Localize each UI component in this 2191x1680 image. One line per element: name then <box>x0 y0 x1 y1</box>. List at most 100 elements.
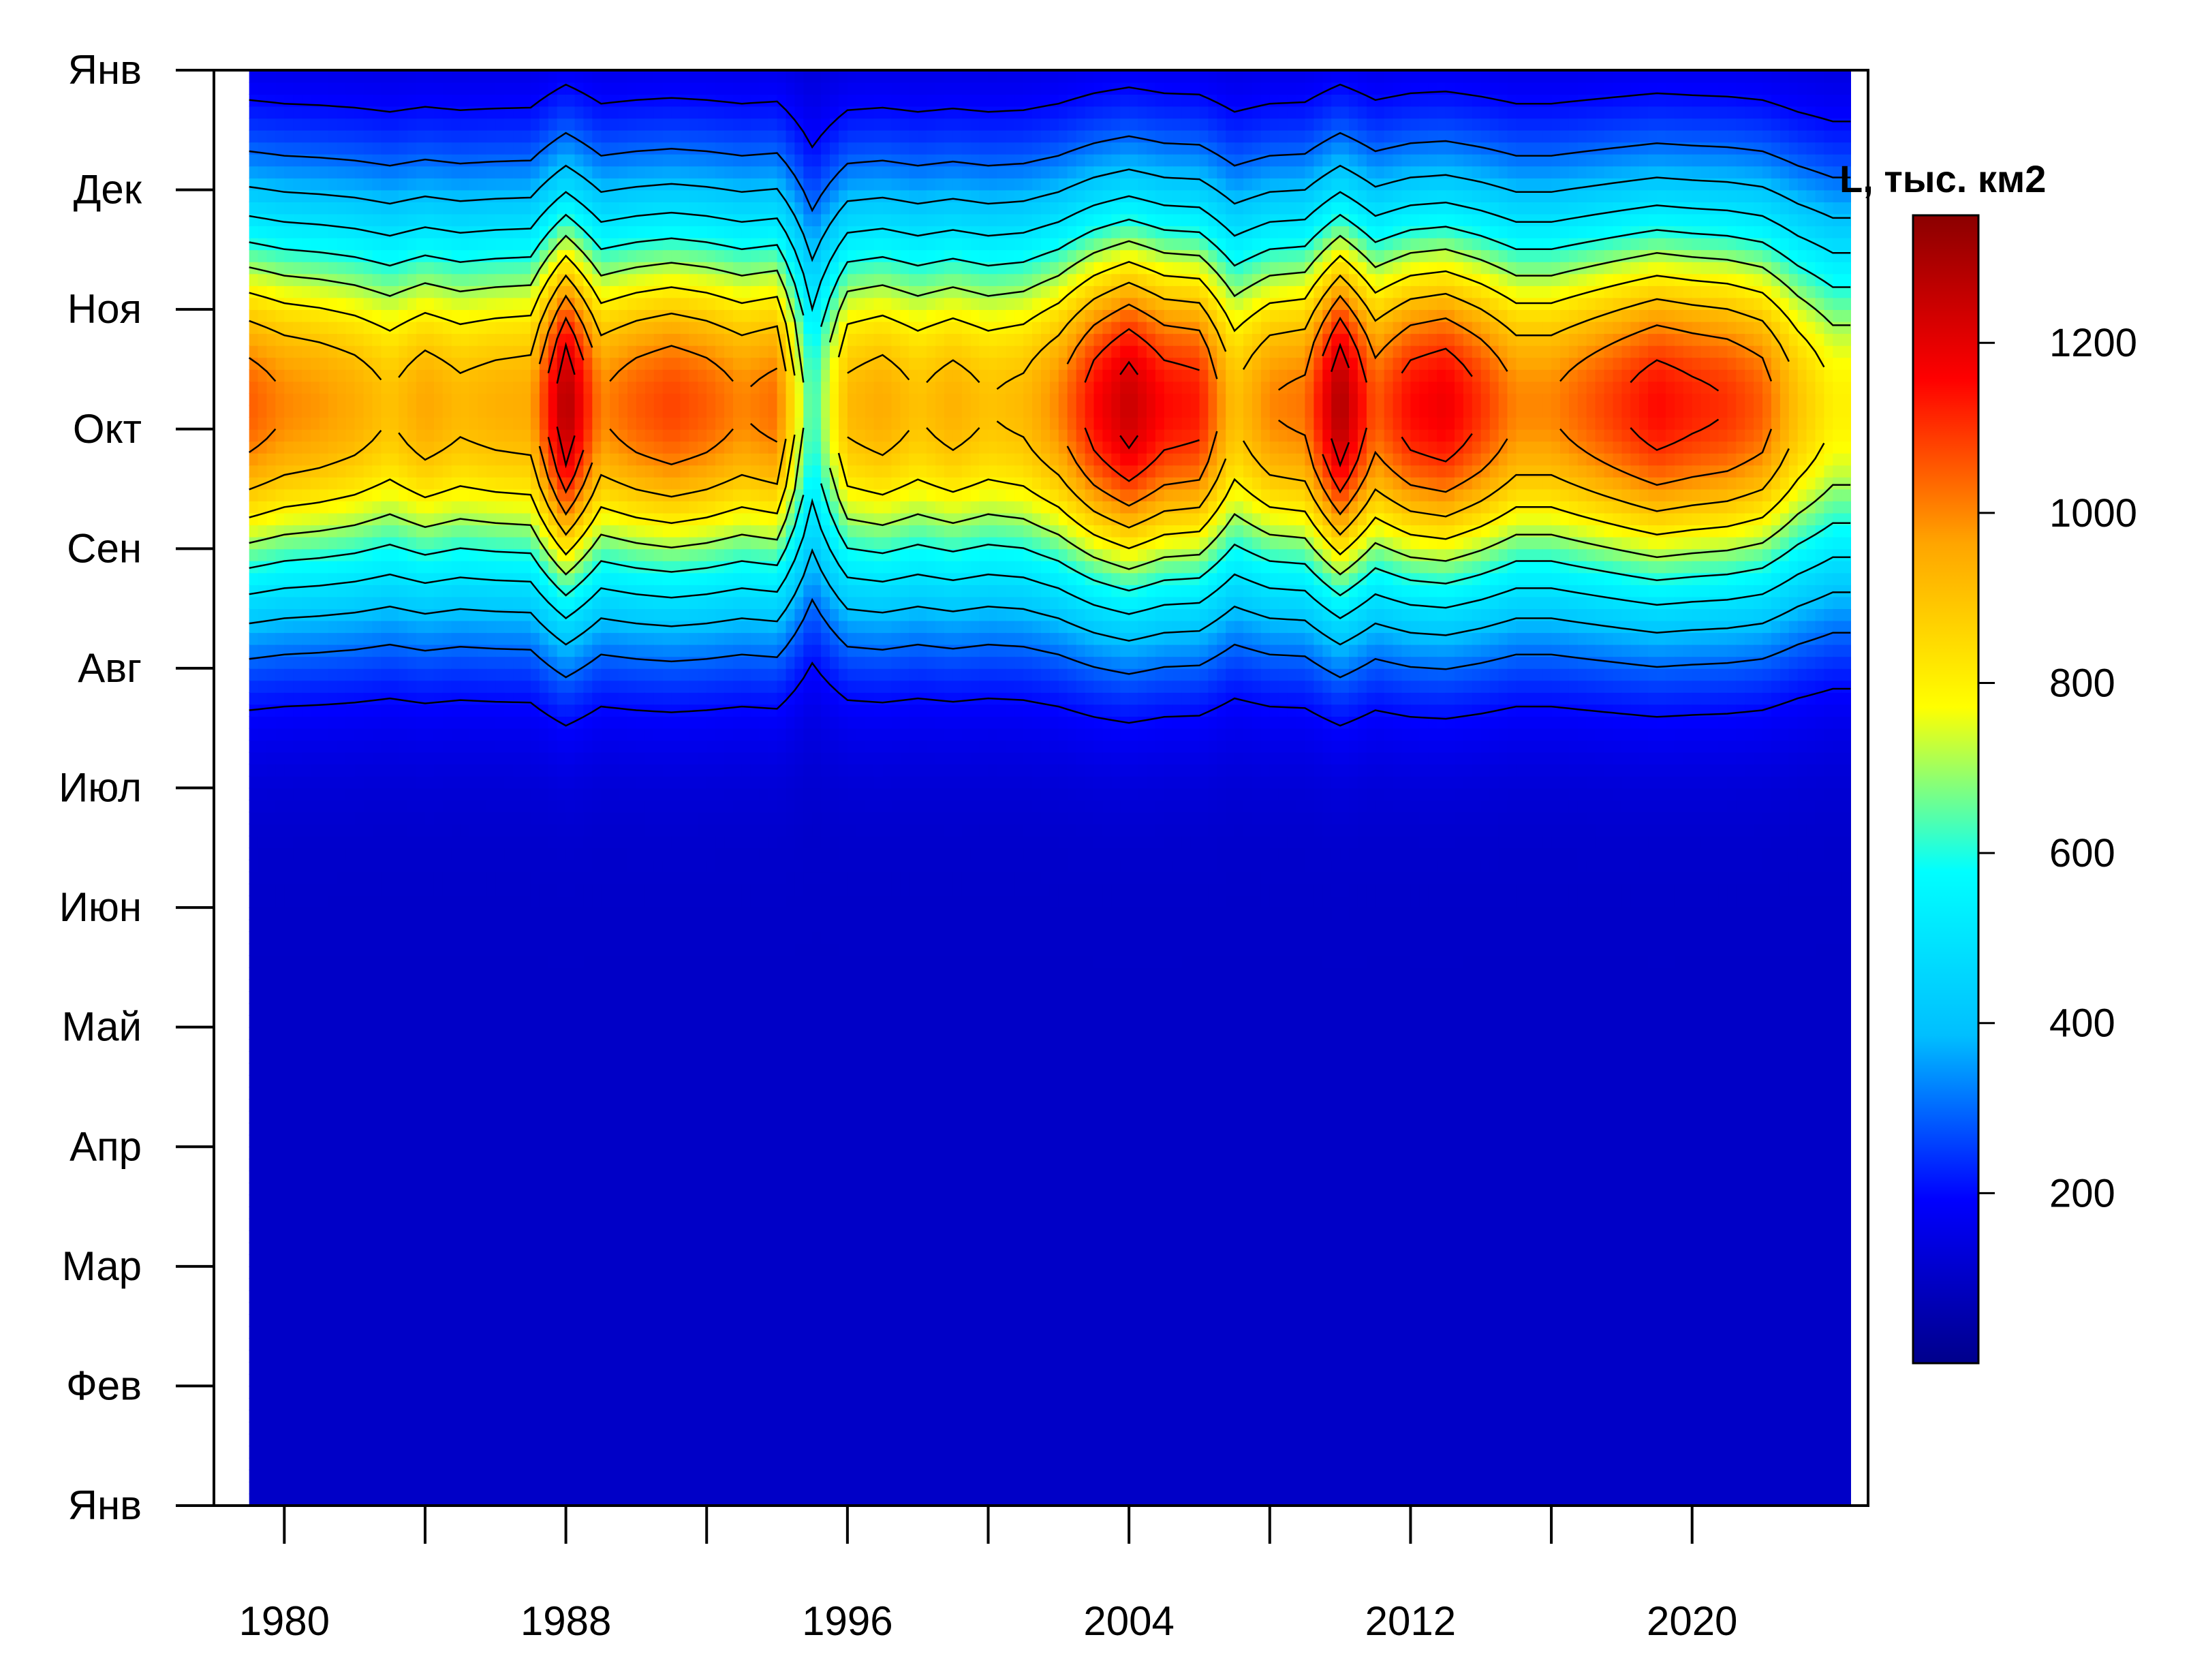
heatmap-cell <box>284 572 294 585</box>
heatmap-cell <box>302 1230 311 1243</box>
heatmap-cell <box>302 1254 311 1267</box>
heatmap-cell <box>363 465 373 478</box>
heatmap-cell <box>433 811 444 824</box>
heatmap-cell <box>451 1147 461 1160</box>
heatmap-cell <box>266 991 277 1004</box>
heatmap-cell <box>390 70 399 83</box>
heatmap-cell <box>504 632 514 645</box>
heatmap-cell <box>381 213 391 227</box>
heatmap-cell <box>372 357 382 370</box>
heatmap-cell <box>407 1170 417 1183</box>
heatmap-cell <box>416 178 426 191</box>
heatmap-cell <box>381 751 391 765</box>
heatmap-cell <box>381 644 391 657</box>
heatmap-cell <box>574 895 585 908</box>
heatmap-cell <box>557 1254 567 1267</box>
heatmap-cell <box>407 979 417 992</box>
heatmap-cell <box>610 1003 619 1016</box>
heatmap-cell <box>469 811 479 824</box>
heatmap-cell <box>266 1074 277 1088</box>
heatmap-cell <box>416 1373 426 1387</box>
heatmap-cell <box>601 979 610 992</box>
heatmap-cell <box>311 1314 320 1327</box>
heatmap-cell <box>601 668 610 681</box>
heatmap-cell <box>530 1254 540 1267</box>
heatmap-cell <box>469 345 479 358</box>
heatmap-cell <box>478 967 488 980</box>
heatmap-cell <box>345 1074 356 1088</box>
heatmap-cell <box>275 835 285 849</box>
heatmap-cell <box>425 1242 435 1256</box>
heatmap-cell <box>399 1469 408 1482</box>
heatmap-cell <box>460 884 470 897</box>
heatmap-cell <box>258 943 268 956</box>
heatmap-cell <box>416 931 426 944</box>
heatmap-cell <box>610 1278 619 1291</box>
heatmap-cell <box>486 225 497 238</box>
heatmap-cell <box>328 835 338 849</box>
heatmap-cell <box>522 273 531 286</box>
heatmap-cell <box>425 1457 435 1471</box>
heatmap-cell <box>610 1433 619 1447</box>
heatmap-cell <box>302 788 311 800</box>
heatmap-cell <box>442 1302 452 1315</box>
heatmap-cell <box>407 680 417 693</box>
heatmap-cell <box>390 1493 399 1506</box>
heatmap-cell <box>460 405 470 418</box>
heatmap-cell <box>293 751 302 765</box>
heatmap-cell <box>478 871 488 884</box>
heatmap-cell <box>328 668 338 681</box>
heatmap-cell <box>293 477 302 490</box>
heatmap-cell <box>249 572 259 585</box>
heatmap-cell <box>328 644 338 657</box>
heatmap-cell <box>293 728 302 741</box>
heatmap-cell <box>399 919 408 932</box>
heatmap-cell <box>610 680 619 693</box>
heatmap-cell <box>442 560 452 574</box>
heatmap-cell <box>469 536 479 550</box>
heatmap-cell <box>513 847 523 860</box>
heatmap-cell <box>390 1410 399 1422</box>
heatmap-cell <box>275 1386 285 1399</box>
heatmap-cell <box>345 668 356 681</box>
heatmap-cell <box>328 1207 338 1219</box>
heatmap-cell <box>565 202 576 215</box>
heatmap-cell <box>284 1350 294 1363</box>
heatmap-cell <box>513 1147 523 1160</box>
heatmap-cell <box>345 333 356 346</box>
heatmap-cell <box>275 740 285 753</box>
heatmap-cell <box>486 345 497 358</box>
heatmap-cell <box>399 668 408 681</box>
heatmap-cell <box>416 393 426 406</box>
heatmap-cell <box>601 1147 610 1160</box>
heatmap-cell <box>574 644 585 657</box>
heatmap-cell <box>345 1182 356 1196</box>
heatmap-cell <box>266 1481 277 1495</box>
heatmap-cell <box>530 189 540 202</box>
heatmap-cell <box>565 1147 576 1160</box>
heatmap-cell <box>399 333 408 346</box>
heatmap-cell <box>258 991 268 1004</box>
heatmap-cell <box>407 1039 417 1052</box>
heatmap-cell <box>539 1481 549 1495</box>
heatmap-cell <box>425 1051 435 1064</box>
heatmap-cell <box>565 1278 576 1291</box>
heatmap-cell <box>390 429 399 442</box>
heatmap-cell <box>442 728 452 741</box>
heatmap-cell <box>302 393 311 406</box>
heatmap-cell <box>293 1386 302 1399</box>
heatmap-cell <box>486 1481 497 1495</box>
heatmap-cell <box>548 1338 558 1351</box>
heatmap-cell <box>442 1326 452 1339</box>
heatmap-cell <box>416 775 426 789</box>
heatmap-cell <box>522 632 531 645</box>
heatmap-cell <box>407 273 417 286</box>
heatmap-cell <box>565 620 576 634</box>
heatmap-cell <box>266 309 277 322</box>
heatmap-cell <box>557 393 567 406</box>
heatmap-cell <box>548 106 558 119</box>
heatmap-cell <box>284 82 294 95</box>
heatmap-cell <box>460 656 470 669</box>
heatmap-cell <box>390 106 399 119</box>
heatmap-cell <box>328 740 338 753</box>
